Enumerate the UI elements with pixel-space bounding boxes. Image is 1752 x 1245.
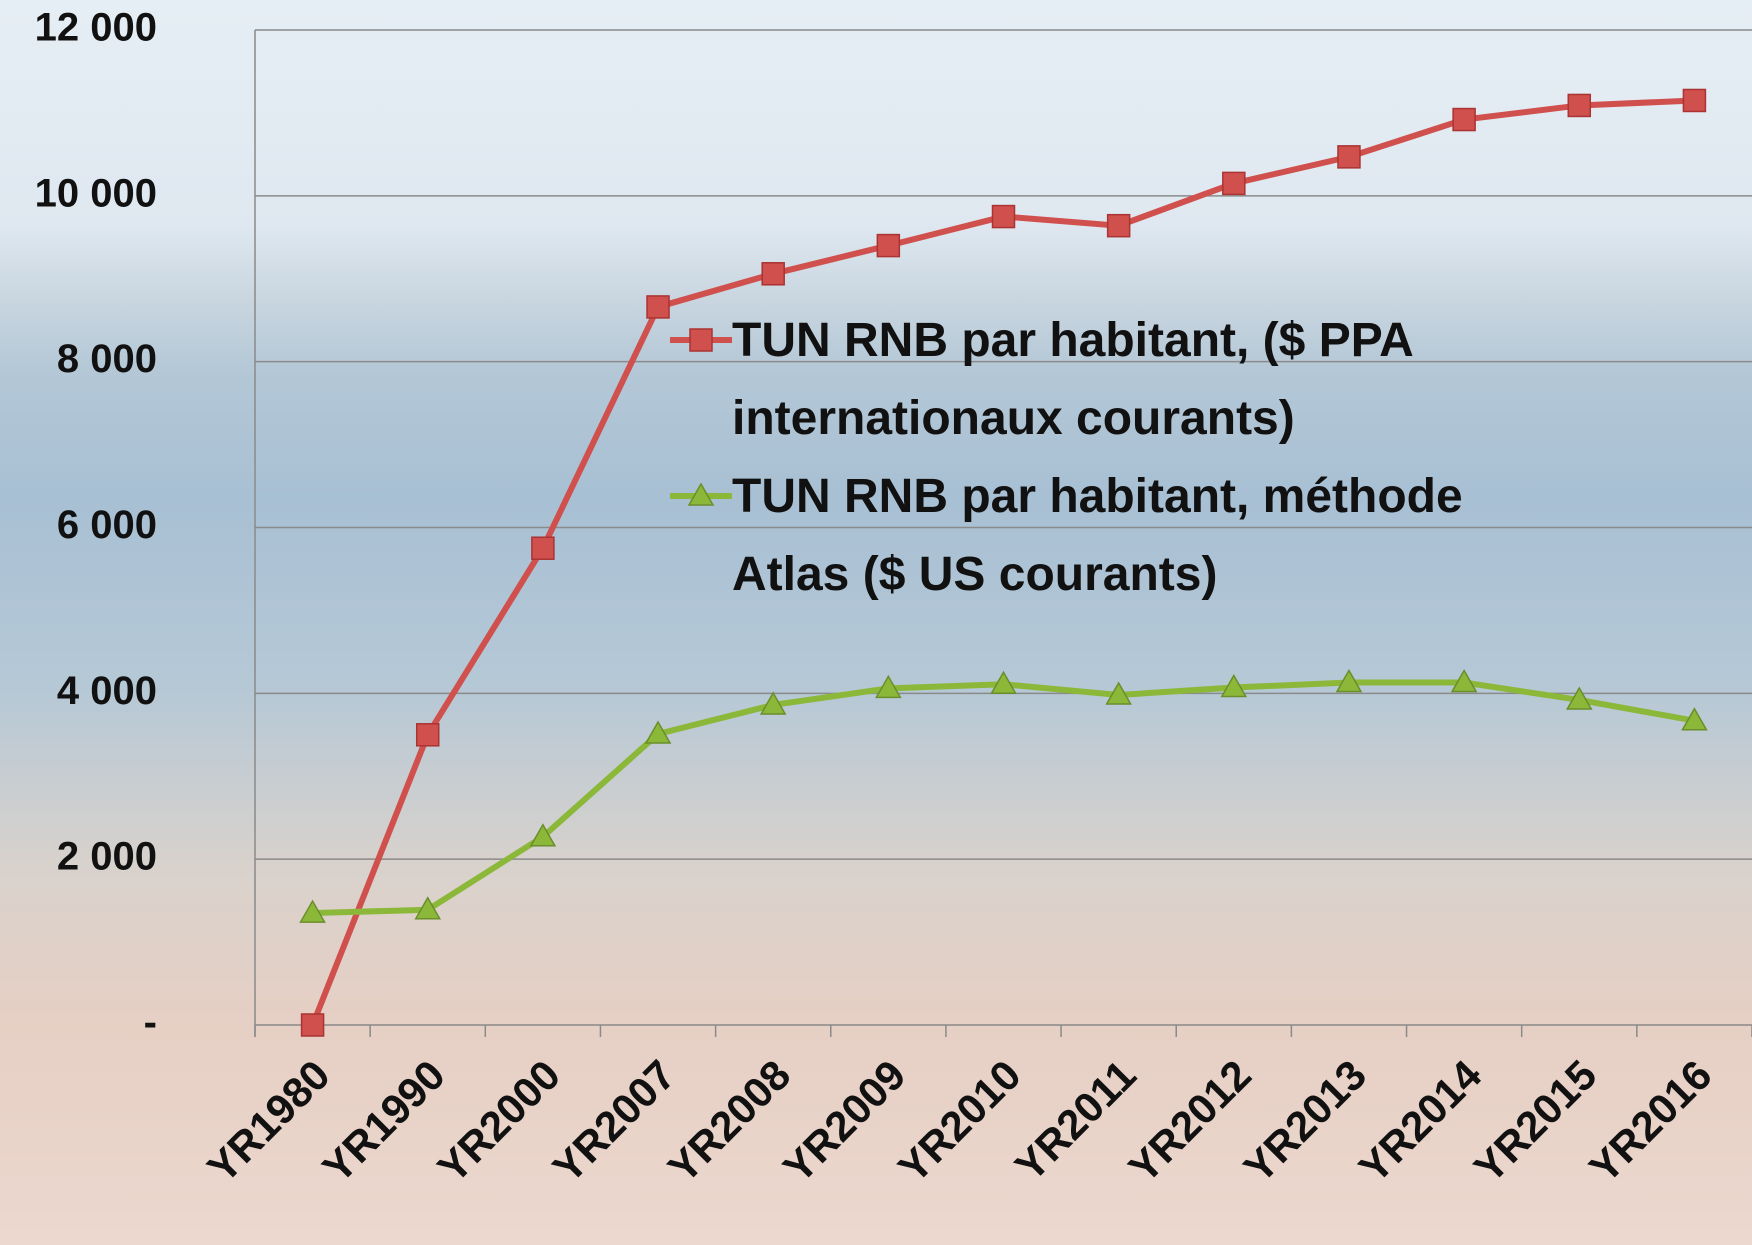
- y-tick-label: 2 000: [57, 835, 157, 879]
- marker: [302, 1014, 324, 1036]
- marker: [647, 296, 669, 318]
- x-tick-label: YR2014: [1350, 1051, 1491, 1192]
- x-tick-label: YR2012: [1119, 1051, 1260, 1192]
- marker: [1683, 89, 1705, 111]
- y-tick-label: 8 000: [57, 337, 157, 381]
- x-tick-label: YR2011: [1006, 1051, 1145, 1190]
- series-line: [313, 683, 1695, 914]
- marker: [1223, 172, 1245, 194]
- marker: [877, 235, 899, 257]
- marker: [1338, 146, 1360, 168]
- x-tick-label: YR2010: [889, 1051, 1030, 1192]
- legend-item: TUN RNB par habitant, méthode Atlas ($ U…: [670, 458, 1570, 614]
- plot: -2 0004 0006 0008 00010 00012 000YR1980Y…: [0, 0, 1752, 1245]
- x-tick-label: YR1990: [313, 1051, 454, 1192]
- x-tick-label: YR2007: [544, 1051, 685, 1192]
- chart: -2 0004 0006 0008 00010 00012 000YR1980Y…: [0, 0, 1752, 1245]
- legend-label: TUN RNB par habitant, méthode Atlas ($ U…: [732, 470, 1463, 601]
- x-tick-label: YR2016: [1580, 1051, 1721, 1192]
- marker: [690, 329, 712, 351]
- y-tick-label: 4 000: [57, 669, 157, 713]
- x-tick-label: YR2000: [429, 1051, 570, 1192]
- x-tick-label: YR2008: [659, 1051, 800, 1192]
- y-tick-label: -: [144, 1001, 157, 1045]
- x-tick-label: YR1980: [198, 1051, 339, 1192]
- marker: [1108, 215, 1130, 237]
- marker: [762, 263, 784, 285]
- legend-swatch: [670, 476, 732, 516]
- marker: [993, 206, 1015, 228]
- legend-item: TUN RNB par habitant, ($ PPA internation…: [670, 302, 1570, 458]
- marker: [1453, 109, 1475, 131]
- x-tick-label: YR2009: [774, 1051, 915, 1192]
- marker: [1568, 94, 1590, 116]
- legend-label: TUN RNB par habitant, ($ PPA internation…: [732, 314, 1412, 445]
- y-tick-label: 6 000: [57, 503, 157, 547]
- marker: [417, 724, 439, 746]
- x-tick-label: YR2015: [1465, 1051, 1606, 1192]
- x-tick-label: YR2013: [1235, 1051, 1376, 1192]
- y-tick-label: 12 000: [35, 6, 157, 50]
- legend: TUN RNB par habitant, ($ PPA internation…: [670, 302, 1570, 614]
- marker: [532, 537, 554, 559]
- y-tick-label: 10 000: [35, 171, 157, 215]
- legend-swatch: [670, 320, 732, 360]
